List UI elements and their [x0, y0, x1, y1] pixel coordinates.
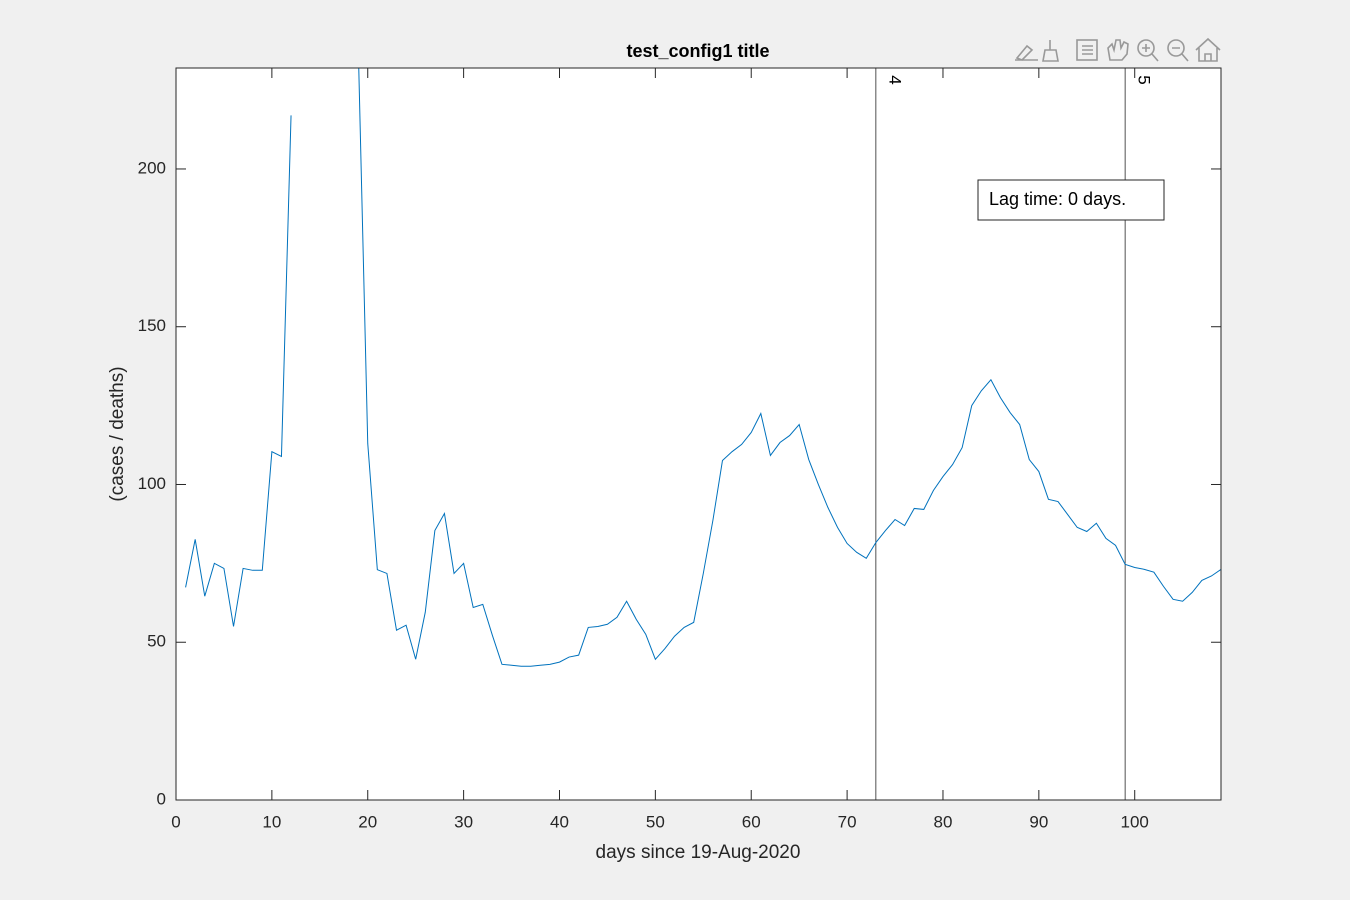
toolbar-brush[interactable]: [1015, 44, 1038, 61]
toolbar-zoom-out[interactable]: [1167, 39, 1189, 62]
x-tick-label: 90: [1029, 812, 1048, 831]
reference-label: 5: [1135, 75, 1154, 84]
toolbar-datatip[interactable]: [1042, 40, 1059, 62]
y-tick-label: 150: [138, 316, 166, 335]
y-tick-label: 200: [138, 158, 166, 177]
toolbar-zoom-in[interactable]: [1137, 39, 1159, 62]
toolbar-pan[interactable]: [1107, 39, 1129, 61]
x-tick-label: 60: [742, 812, 761, 831]
x-tick-label: 50: [646, 812, 665, 831]
x-tick-label: 80: [934, 812, 953, 831]
chart-title: test_config1 title: [626, 41, 769, 61]
reference-label: 4: [885, 75, 904, 84]
toolbar-legend[interactable]: [1076, 39, 1098, 61]
overlay: 4 50 10 20 30 40 50 60 70 80 90 100050100150200Lag …: [138, 67, 1222, 831]
x-tick-label: 70: [838, 812, 857, 831]
y-axis-label: (cases / deaths): [107, 366, 128, 501]
annotation-box: [977, 179, 1165, 221]
data-line: [185, 68, 1221, 667]
toolbar-home[interactable]: [1195, 37, 1221, 62]
x-tick-label: 0: [171, 812, 180, 831]
axes-box: [175, 67, 1222, 801]
x-axis-label: days since 19-Aug-2020: [596, 842, 801, 863]
toolbar: [1015, 37, 1221, 62]
x-tick-label: 10: [262, 812, 281, 831]
axes-background: [176, 68, 1221, 800]
x-tick-label: 30: [454, 812, 473, 831]
y-tick-label: 0: [157, 789, 166, 808]
x-tick-label: 40: [550, 812, 569, 831]
x-tick-label: 20: [358, 812, 377, 831]
y-tick-label: 100: [138, 474, 166, 493]
annotation: Lag time: 0 days.: [989, 189, 1126, 209]
x-tick-label: 100: [1121, 812, 1149, 831]
y-tick-label: 50: [147, 632, 166, 651]
